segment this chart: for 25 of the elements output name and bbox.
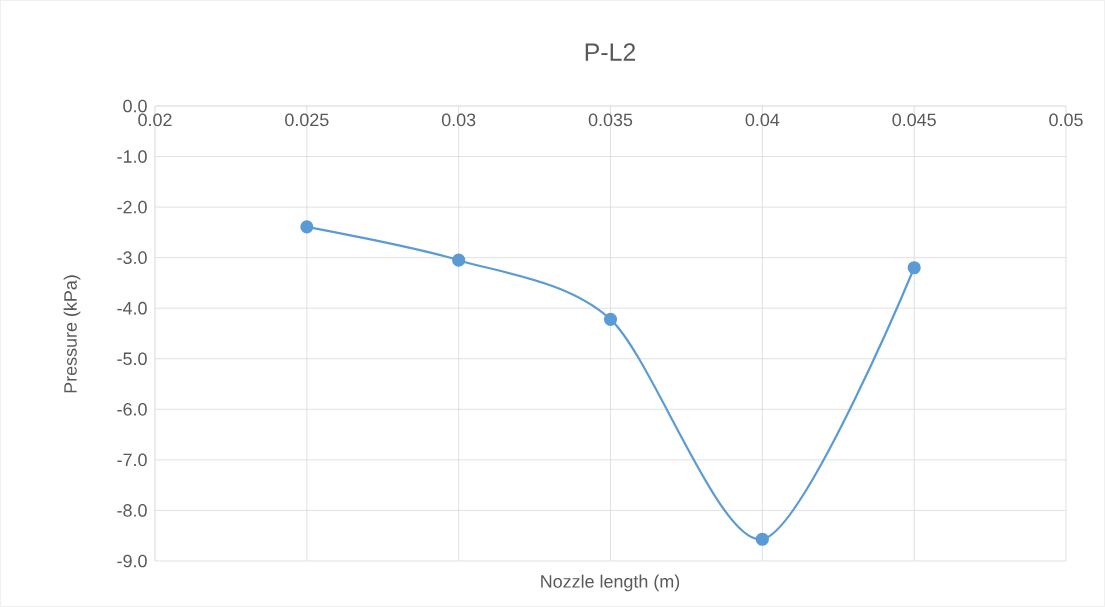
point	[452, 253, 466, 267]
y-tick-label: -1.0	[117, 150, 147, 163]
y-tick-label: -3.0	[117, 251, 147, 264]
y-tick-label: 0.0	[123, 99, 147, 113]
point	[603, 312, 618, 326]
point	[300, 220, 314, 234]
x-tick-label: 0.02	[138, 113, 172, 127]
y-tick-label: -5.0	[117, 352, 147, 366]
y-tick-label: -2.0	[117, 200, 147, 214]
y-tick-label: -8.0	[117, 504, 147, 517]
y-tick-label: -9.0	[117, 554, 147, 568]
point	[907, 261, 921, 275]
y-tick-label: -6.0	[117, 402, 147, 416]
y-tick-label: -7.0	[117, 453, 147, 467]
x-tick-label: 0.05	[1049, 113, 1083, 127]
x-axis-title: Nozzle length (m)	[541, 574, 680, 592]
chart-title: P-L2	[585, 43, 636, 61]
x-tick-label: 0.035	[588, 113, 633, 127]
x-tick-label: 0.03	[441, 113, 476, 127]
x-tick-label: 0.045	[892, 113, 936, 127]
y-tick-label: -4.0	[117, 301, 147, 315]
x-tick-label: 0.04	[745, 113, 780, 127]
point	[755, 532, 769, 546]
y-axis-title: Pressure (kPa)	[63, 275, 81, 393]
x-tick-label: 0.025	[285, 113, 329, 127]
